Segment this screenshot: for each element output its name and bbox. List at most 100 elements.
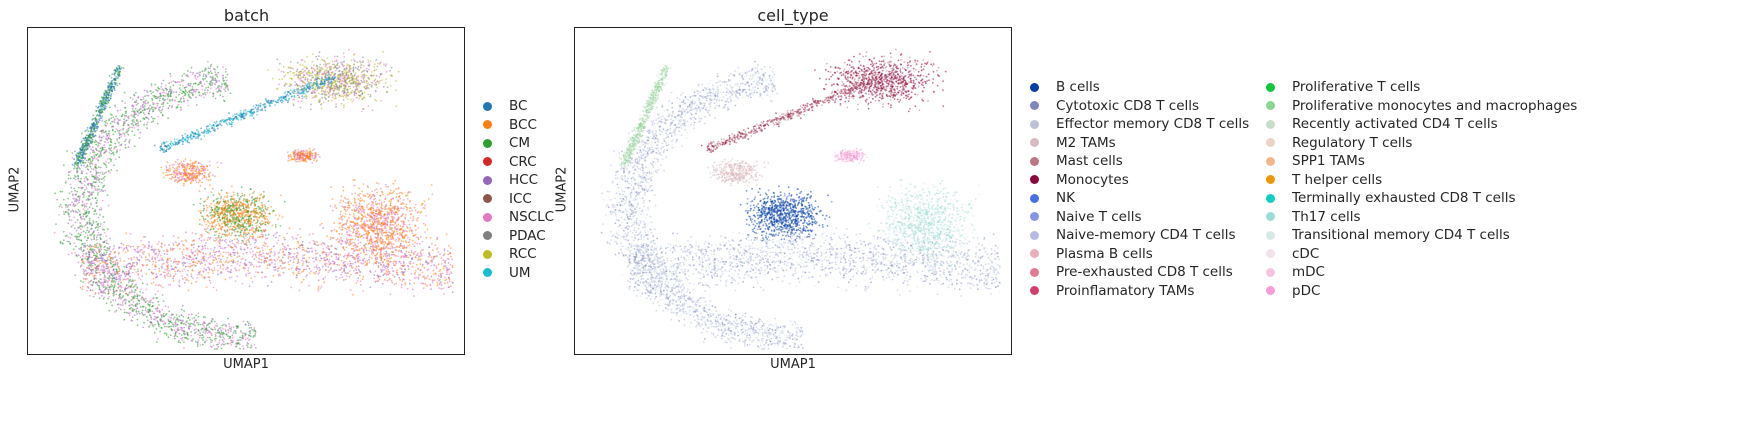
scatter-point [98, 271, 101, 274]
scatter-point [380, 225, 383, 228]
scatter-point [92, 168, 95, 171]
scatter-point [172, 277, 175, 280]
scatter-point [191, 244, 194, 246]
scatter-point [186, 99, 189, 102]
scatter-point [161, 308, 164, 311]
scatter-point [192, 323, 195, 326]
scatter-point [73, 216, 76, 219]
scatter-point [88, 206, 91, 209]
scatter-point [359, 283, 362, 286]
scatter-point [88, 210, 90, 213]
scatter-point [390, 279, 393, 282]
scatter-point [155, 284, 157, 286]
scatter-point [104, 189, 107, 192]
scatter-point [236, 339, 239, 342]
scatter-point [111, 304, 113, 307]
scatter-point [318, 272, 321, 274]
scatter-point [350, 273, 352, 276]
scatter-point [82, 268, 85, 271]
scatter-point [196, 252, 199, 255]
scatter-point [138, 277, 140, 279]
scatter-point [227, 317, 229, 320]
scatter-point [120, 115, 123, 117]
scatter-point [361, 199, 364, 202]
scatter-point [160, 86, 163, 88]
scatter-point [177, 236, 180, 239]
scatter-point [215, 347, 218, 350]
scatter-point [105, 137, 107, 140]
scatter-point [372, 214, 375, 217]
scatter-point [380, 232, 383, 235]
scatter-point [199, 323, 202, 326]
scatter-point [213, 254, 216, 256]
scatter-point [191, 277, 194, 279]
scatter-point [234, 267, 236, 270]
scatter-point [369, 197, 372, 199]
scatter-point [120, 133, 123, 136]
scatter-point [208, 276, 211, 279]
scatter-point [225, 241, 228, 244]
scatter-point [187, 70, 189, 72]
scatter-point [226, 73, 229, 76]
scatter-point [376, 233, 378, 235]
scatter-point [402, 223, 405, 226]
scatter-point [383, 248, 385, 250]
scatter-point [75, 229, 78, 232]
scatter-point [182, 90, 185, 93]
scatter-point [132, 280, 134, 283]
scatter-point [126, 287, 129, 290]
scatter-point [86, 266, 88, 269]
scatter-point [103, 151, 106, 154]
scatter-point [162, 79, 165, 82]
scatter-point [125, 270, 127, 273]
scatter-point [385, 78, 388, 80]
scatter-point [354, 201, 357, 204]
scatter-point [154, 323, 156, 326]
scatter-point [423, 200, 426, 203]
scatter-point [96, 257, 99, 259]
scatter-point [110, 160, 112, 163]
scatter-point [110, 141, 112, 143]
scatter-point [82, 160, 85, 162]
scatter-point [434, 244, 437, 247]
scatter-point [343, 206, 346, 209]
scatter-point [178, 93, 180, 96]
scatter-point [158, 325, 161, 328]
scatter-point [419, 242, 421, 245]
scatter-point [412, 262, 415, 265]
scatter-point [348, 200, 350, 203]
scatter-point [103, 296, 106, 299]
scatter-point [191, 317, 194, 320]
scatter-point [310, 270, 312, 272]
scatter-point [185, 323, 187, 326]
scatter-point [302, 268, 305, 271]
scatter-point [94, 181, 96, 184]
scatter-point [375, 182, 378, 184]
scatter-point [195, 233, 197, 235]
scatter-point [124, 302, 127, 305]
scatter-point [84, 224, 87, 226]
scatter-point [232, 249, 235, 251]
scatter-point [81, 193, 84, 195]
scatter-point [384, 222, 386, 225]
scatter-point [109, 256, 111, 258]
scatter-point [194, 265, 197, 267]
scatter-point [276, 242, 278, 244]
scatter-point [131, 119, 134, 122]
scatter-point [120, 274, 122, 277]
scatter-point [217, 269, 219, 272]
scatter-point [230, 264, 233, 267]
scatter-point [357, 259, 359, 262]
scatter-point [163, 325, 166, 328]
scatter-point [201, 78, 204, 80]
scatter-point [244, 338, 247, 341]
scatter-point [343, 269, 346, 272]
scatter-point [439, 282, 441, 285]
scatter-point [233, 254, 236, 257]
scatter-point [370, 239, 373, 241]
scatter-point [257, 247, 259, 250]
scatter-point [409, 191, 411, 194]
scatter-point [118, 307, 120, 309]
scatter-point [305, 275, 307, 278]
scatter-point [365, 243, 367, 245]
